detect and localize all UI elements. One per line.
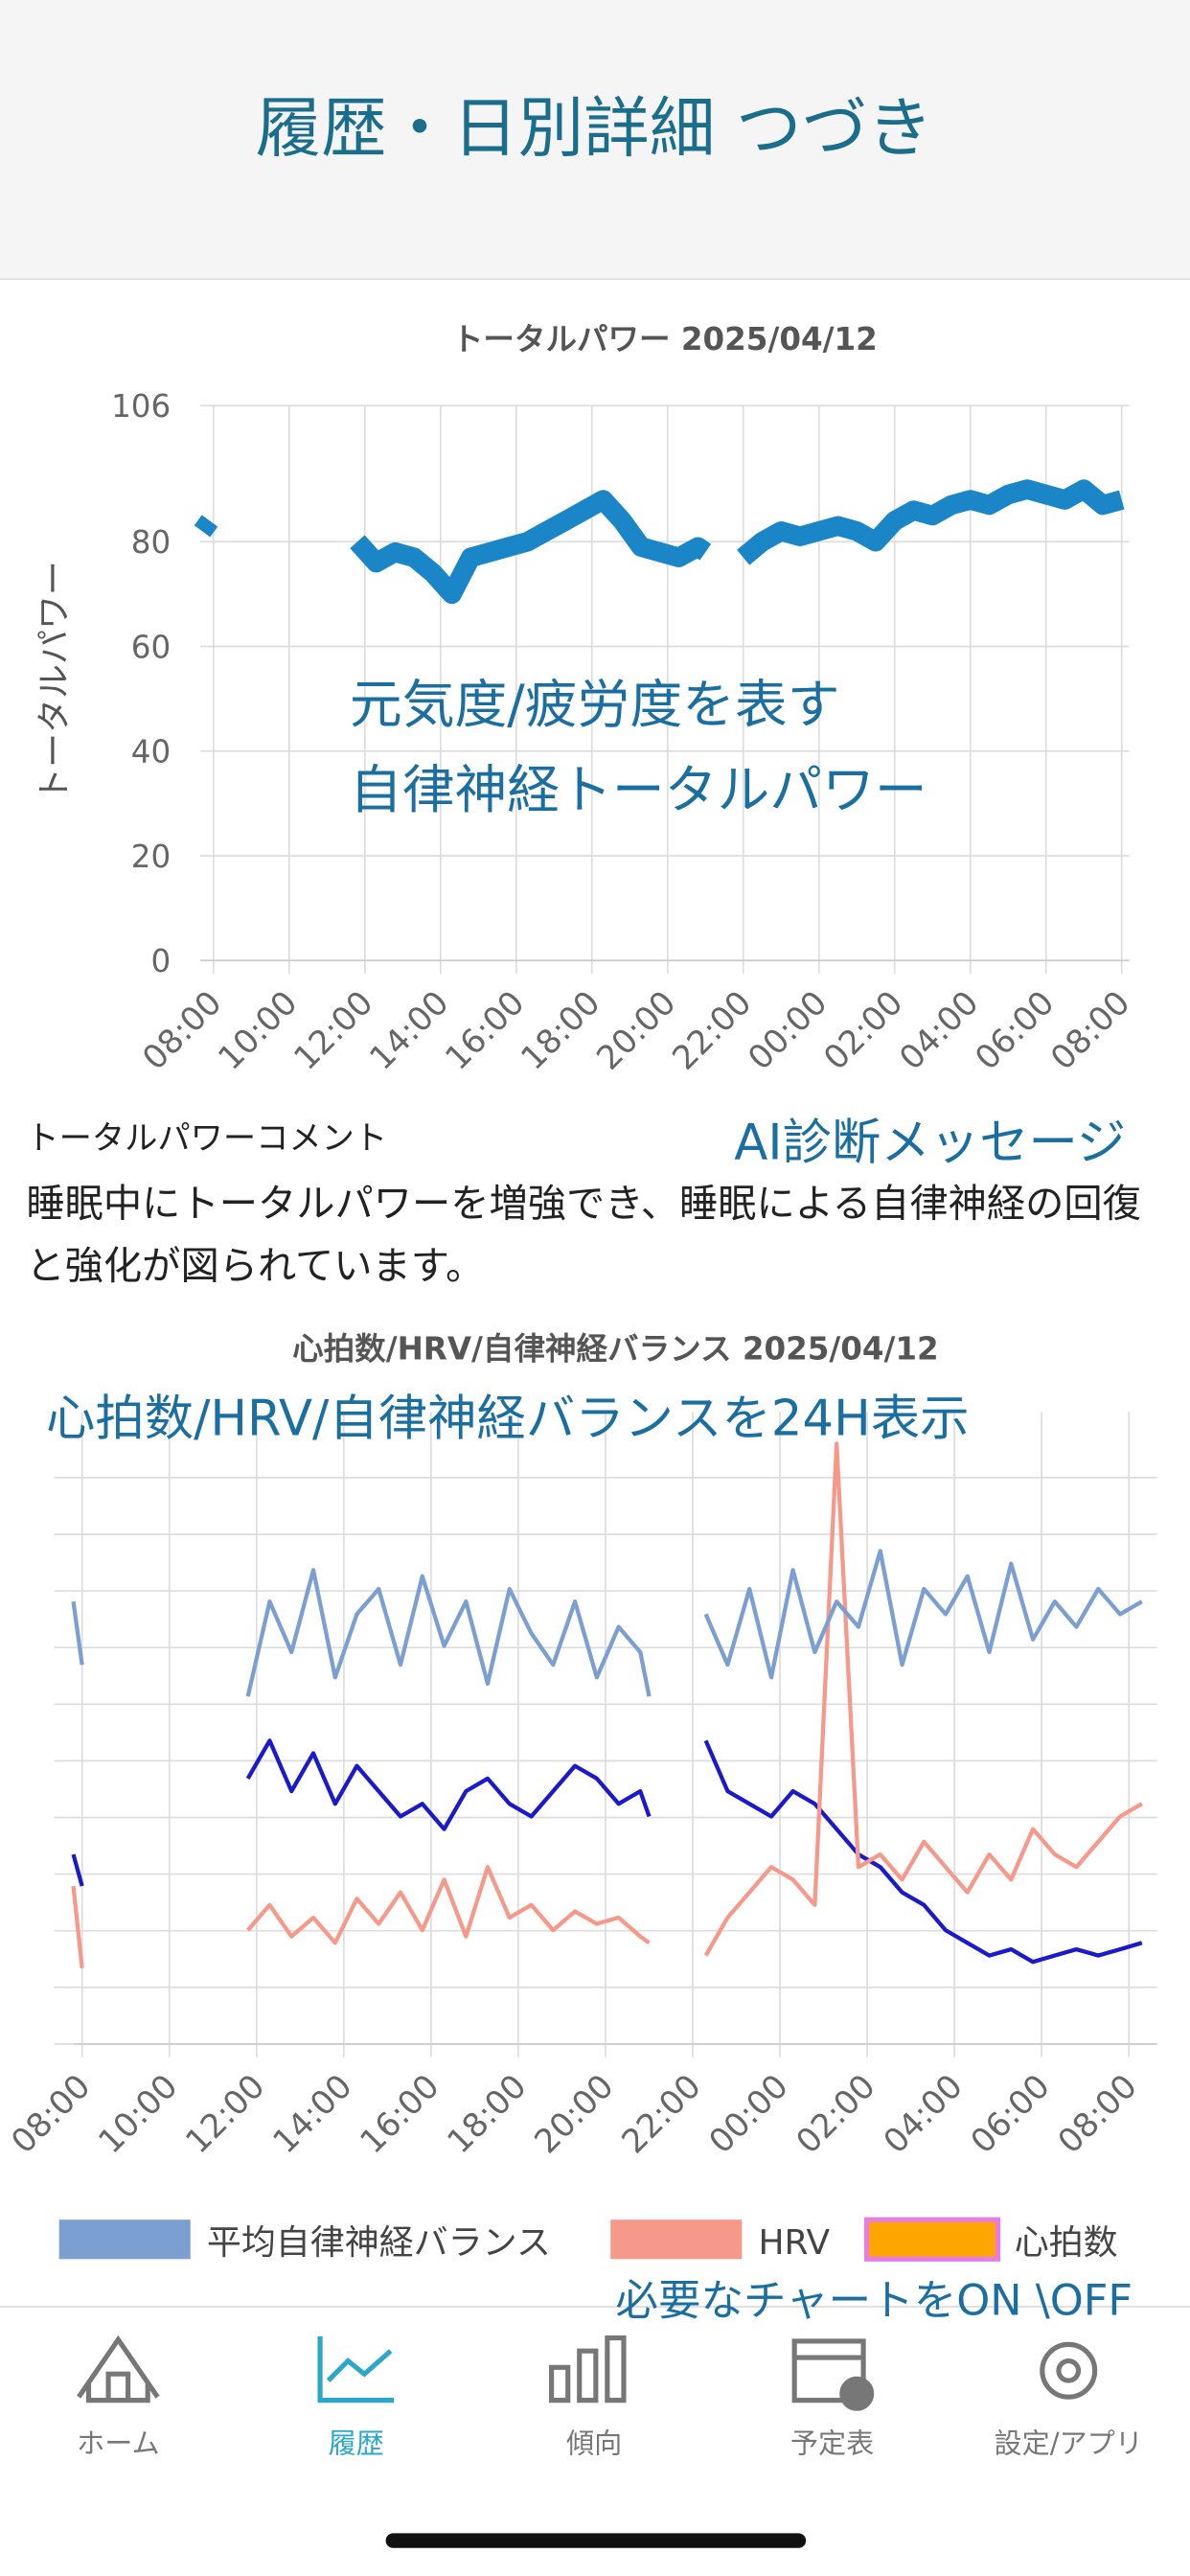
home-indicator (385, 2533, 807, 2548)
x-tick-label: 02:00 (790, 2067, 883, 2161)
header-title: 履歴・日別詳細 つづき (256, 91, 933, 168)
x-tick-label: 18:00 (440, 2067, 534, 2161)
nav-label[interactable]: 傾向 (566, 2426, 622, 2459)
series-line (71, 1549, 1143, 1697)
x-tick-label: 02:00 (816, 984, 910, 1078)
y-tick-label: 40 (131, 734, 171, 770)
series-line (71, 1441, 1143, 1968)
nav-icons (77, 2334, 1098, 2411)
y-tick-label: 80 (131, 524, 171, 561)
x-tick-label: 16:00 (438, 984, 532, 1078)
header-bar (0, 0, 1190, 280)
settings-hub[interactable] (1056, 2358, 1082, 2383)
series-line (194, 479, 1125, 605)
x-tick-label: 04:00 (892, 984, 986, 1078)
nav-label[interactable]: ホーム (77, 2426, 159, 2459)
x-tick-label: 04:00 (877, 2067, 971, 2161)
note: 必要なチャートをON \OFF (615, 2276, 1133, 2326)
nav-label[interactable]: 設定/アプリ (995, 2426, 1143, 2459)
x-tick-label: 22:00 (665, 984, 759, 1078)
x-tick-label: 18:00 (514, 984, 607, 1078)
legend-label: 平均自律神経バランス (207, 2223, 551, 2263)
x-tick-label: 20:00 (528, 2067, 622, 2161)
series-line (71, 1738, 1143, 1965)
comment-box: 睡眠中にトータルパワーを増強でき、睡眠による自律神経の回復と強化が図られています… (26, 1180, 1141, 1289)
nav-label[interactable]: 履歴 (329, 2426, 384, 2459)
comment-tag: AI診断メッセージ (734, 1115, 1126, 1172)
x-tick-label: 22:00 (615, 2067, 709, 2161)
y-tick-label: 60 (131, 629, 171, 665)
comment-body: 睡眠中にトータルパワーを増強でき、睡眠による自律神経の回復と強化が図られています… (26, 1180, 1141, 1289)
home-icon[interactable] (77, 2334, 160, 2404)
legend-swatch (58, 2220, 191, 2260)
annotation: 自律神経トータルパワー (350, 759, 927, 820)
x-tick-label: 10:00 (91, 2067, 185, 2161)
x-tick-label: 00:00 (741, 984, 835, 1078)
legend-swatch (610, 2220, 743, 2260)
history-icon[interactable] (317, 2335, 395, 2404)
x-tick-label: 08:00 (135, 984, 229, 1078)
y-axis-label: トータルパワー (35, 561, 75, 802)
annotation: 元気度/疲労度を表す (350, 674, 840, 735)
comment-heading: トータルパワーコメント (26, 1119, 387, 1158)
x-tick-label: 16:00 (353, 2067, 446, 2161)
chart-title: 心拍数/HRV/自律神経バランス 2025/04/12 (292, 1331, 939, 1368)
x-tick-label: 00:00 (702, 2067, 796, 2161)
x-tick-label: 06:00 (964, 2067, 1058, 2161)
y-tick-label: 106 (111, 388, 171, 425)
x-tick-label: 08:00 (4, 2067, 98, 2161)
x-tick-label: 06:00 (968, 984, 1062, 1078)
x-tick-label: 08:00 (1051, 2067, 1145, 2161)
legend-label: HRV (758, 2223, 830, 2263)
settings-icon[interactable] (1040, 2341, 1098, 2400)
annotation: 心拍数/HRV/自律神経バランスを24H表示 (46, 1390, 970, 1447)
x-tick-label: 10:00 (211, 984, 305, 1078)
chart-title: トータルパワー 2025/04/12 (452, 321, 878, 357)
nav-label[interactable]: 予定表 (790, 2426, 874, 2459)
x-tick-label: 20:00 (589, 984, 683, 1078)
y-tick-label: 20 (131, 839, 171, 875)
y-tick-label: 0 (150, 943, 171, 979)
schedule-plus[interactable] (839, 2376, 875, 2411)
x-tick-label: 14:00 (362, 984, 456, 1078)
x-tick-label: 12:00 (178, 2067, 272, 2161)
legend-label: 心拍数 (1015, 2223, 1118, 2263)
x-tick-label: 14:00 (265, 2067, 359, 2161)
trend-icon[interactable] (549, 2334, 627, 2404)
legend-swatch (863, 2217, 1001, 2262)
x-tick-label: 12:00 (286, 984, 380, 1078)
x-tick-label: 08:00 (1043, 984, 1137, 1078)
